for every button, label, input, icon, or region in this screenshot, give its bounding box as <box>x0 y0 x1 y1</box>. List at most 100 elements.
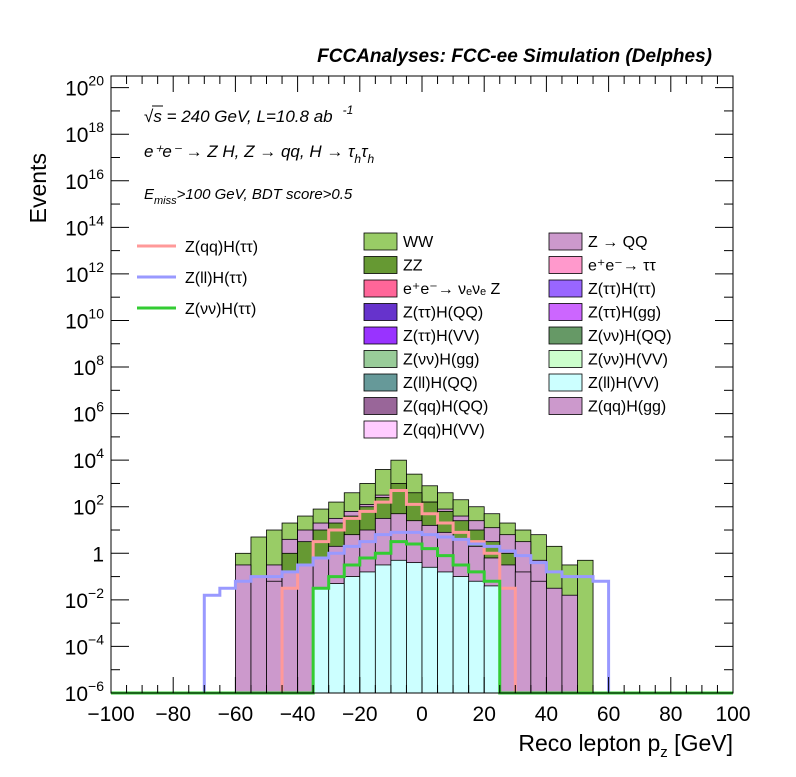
x-tick-label: 0 <box>416 703 428 726</box>
y-tick-label: 104 <box>73 445 104 473</box>
selection-E: E <box>144 186 155 203</box>
process-main: e⁺e⁻ → Z H, Z → qq, H → τ <box>144 142 356 161</box>
legend-label: ZZ <box>403 258 423 275</box>
legend-swatch <box>548 326 583 345</box>
y-tick-label: 1020 <box>65 73 104 101</box>
bar <box>421 566 438 694</box>
y-tick-label: 10−6 <box>65 678 105 706</box>
x-tick-label: 20 <box>473 703 496 726</box>
legend-line-label: Z(ll)H(ττ) <box>185 270 247 287</box>
bar <box>468 580 485 694</box>
legend-column-2: Z → QQ e⁺e⁻→ ττ Z(ττ)H(ττ) Z(ττ)H(gg) Z(νν)H… <box>548 232 672 416</box>
selection-label: Emiss>100 GeV, BDT score>0.5 <box>144 186 353 207</box>
legend-swatch <box>548 350 583 368</box>
bar <box>499 564 516 694</box>
legend-label: Z(ττ)H(ττ) <box>588 281 656 298</box>
legend-label: Z(qq)H(QQ) <box>403 399 488 416</box>
legend-swatch <box>548 232 583 251</box>
x-tick-label: 60 <box>597 703 620 726</box>
y-tick-label: 1018 <box>65 119 104 147</box>
legend-label: Z(νν)H(VV) <box>588 352 668 369</box>
process-label: e⁺e⁻ → Z H, Z → qq, H → τhτh <box>144 142 374 166</box>
legend-lines: Z(qq)H(ττ) Z(ll)H(ττ) Z(νν)H(ττ) <box>137 239 258 318</box>
bar <box>234 564 252 694</box>
x-tick-label: 40 <box>535 703 558 726</box>
legend-label: Z(ττ)H(VV) <box>403 328 480 345</box>
bar <box>406 562 423 694</box>
legend-swatch <box>363 256 398 274</box>
legend-label: Z(ττ)H(QQ) <box>403 305 483 322</box>
x-axis: −100 −80 −60 −40 −20 0 20 40 60 80 100 <box>87 76 751 726</box>
legend-swatch <box>363 326 398 345</box>
bar <box>343 576 361 694</box>
y-tick-label: 1014 <box>65 212 104 240</box>
legend-swatch <box>363 397 398 415</box>
y-axis: 10−6 10−4 10−2 1 102 104 106 108 1010 1012 1014 101… <box>65 73 733 706</box>
x-axis-title-unit: [GeV] <box>668 730 733 756</box>
legend-label: Z → QQ <box>588 234 648 251</box>
process-tau2: τ <box>361 142 369 161</box>
bar <box>266 580 283 694</box>
legend-label: e⁺e⁻→ νₑνₑ Z <box>403 281 500 298</box>
bar <box>250 576 267 694</box>
x-tick-label: −40 <box>280 703 316 726</box>
process-sub1: h <box>354 152 361 166</box>
legend-swatch <box>363 373 398 392</box>
line-z-ll-h- <box>111 530 733 695</box>
legend-swatch <box>363 303 398 321</box>
legend-label: WW <box>403 234 434 251</box>
legend-label: Z(ττ)H(gg) <box>588 305 661 322</box>
legend-swatch <box>363 232 398 251</box>
y-tick-label: 10−2 <box>65 585 105 613</box>
x-tick-label: −60 <box>218 703 254 726</box>
bar <box>530 580 547 694</box>
process-sub2: h <box>367 152 374 166</box>
bar <box>561 594 578 694</box>
y-tick-label: 102 <box>73 492 104 520</box>
legend-swatch <box>548 397 583 415</box>
legend-label: Z(qq)H(VV) <box>403 422 485 439</box>
legend-swatch <box>548 303 583 321</box>
y-tick-label: 10−4 <box>65 631 105 659</box>
x-axis-title-main: Reco lepton p <box>518 730 660 756</box>
legend-label: Z(ll)H(VV) <box>588 375 659 392</box>
y-tick-label: 106 <box>73 399 104 427</box>
selection-sub: miss <box>154 195 177 207</box>
x-tick-label: −100 <box>87 703 134 726</box>
y-tick-label: 1016 <box>65 166 104 194</box>
y-tick-label: 1010 <box>65 305 104 333</box>
bar <box>281 571 298 694</box>
legend-swatch <box>363 350 398 368</box>
x-axis-title: Reco lepton pz [GeV] <box>518 730 733 761</box>
bar <box>328 583 345 694</box>
x-tick-label: 80 <box>659 703 682 726</box>
bar <box>452 576 470 694</box>
bar <box>374 564 392 694</box>
x-tick-label: −80 <box>155 703 191 726</box>
legend-line-label: Z(νν)H(ττ) <box>185 301 256 318</box>
bar <box>312 587 330 694</box>
legend-swatch <box>363 279 398 298</box>
x-tick-label: 100 <box>715 703 750 726</box>
legend-swatch <box>548 279 583 298</box>
bar <box>359 571 376 694</box>
legend-swatch <box>363 420 398 439</box>
bar <box>390 559 407 694</box>
sqrt-s: √s <box>144 107 162 126</box>
bar <box>546 587 563 694</box>
y-tick-label: 108 <box>73 352 104 380</box>
bar <box>297 564 314 694</box>
energy-label: √s = 240 GeV, L=10.8 ab -1 <box>144 103 353 126</box>
legend-column-1: WW ZZ e⁺e⁻→ νₑνₑ Z Z(ττ)H(QQ) Z(ττ)H(VV) Z(νν… <box>363 232 500 439</box>
y-tick-label: 1 <box>92 543 104 566</box>
selection-rest: >100 GeV, BDT score>0.5 <box>177 186 353 203</box>
bar <box>514 571 532 694</box>
legend-line-label: Z(qq)H(ττ) <box>185 239 258 256</box>
legend-label: Z(ll)H(QQ) <box>403 375 478 392</box>
x-axis-title-sub: z <box>660 744 668 761</box>
lumi-exponent: -1 <box>343 103 354 117</box>
y-axis-title: Events <box>25 153 51 223</box>
legend-label: Z(νν)H(gg) <box>403 352 479 369</box>
legend-label: e⁺e⁻→ ττ <box>588 258 656 275</box>
